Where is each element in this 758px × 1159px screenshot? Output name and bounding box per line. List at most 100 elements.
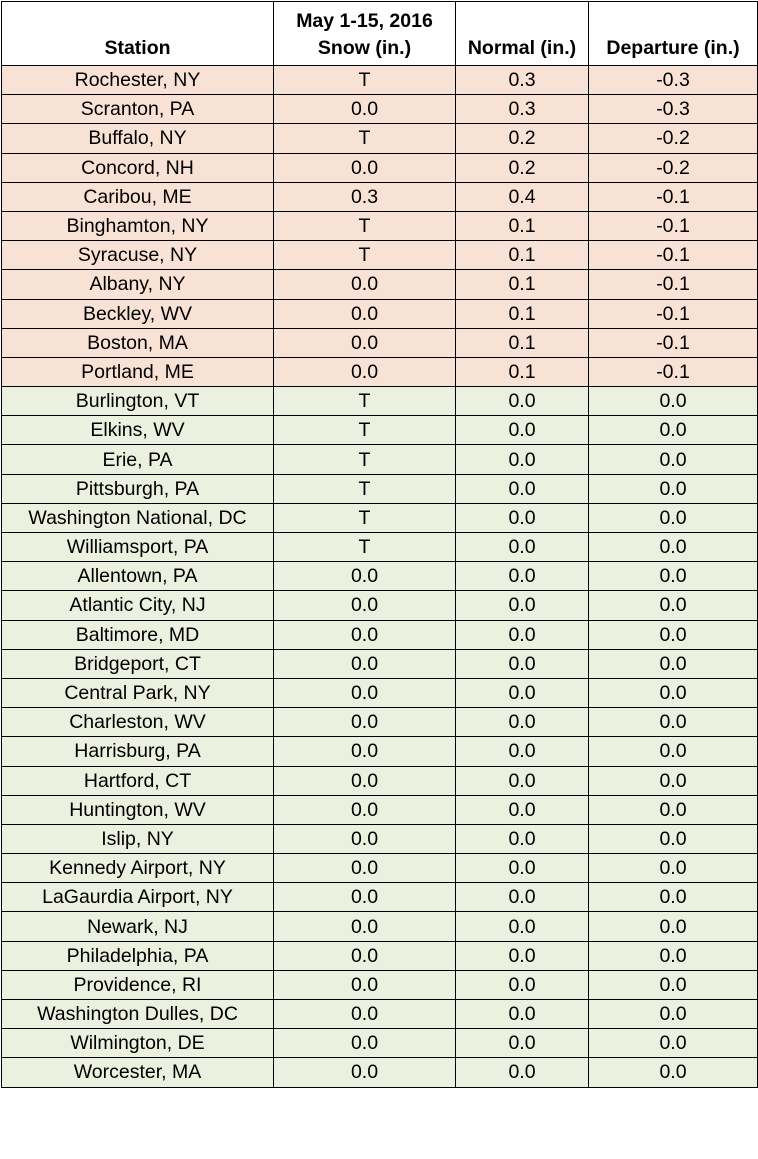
departure-cell: -0.3 [588,94,758,125]
departure-cell: 0.0 [588,765,758,796]
normal-cell: 0.1 [455,210,589,242]
snow-departure-table: Station May 1-15, 2016 Snow (in.) Normal… [1,1,758,1088]
departure-cell: -0.1 [588,240,758,271]
station-cell: Washington Dulles, DC [1,998,274,1030]
snow-cell: 0.0 [273,677,456,709]
table-row: Scranton, PA 0.0 0.3 -0.3 [1,94,758,125]
departure-cell: 0.0 [588,998,758,1030]
station-cell: Beckley, WV [1,298,274,329]
departure-cell: -0.2 [588,123,758,154]
normal-cell: 0.0 [455,502,589,534]
station-cell: Huntington, WV [1,794,274,825]
snow-cell: 0.0 [273,911,456,942]
snow-cell: 0.0 [273,940,456,971]
snow-cell: 0.0 [273,736,456,767]
station-cell: Erie, PA [1,444,274,475]
header-station: Station [1,1,274,66]
snow-cell: 0.3 [273,181,456,212]
header-normal: Normal (in.) [455,1,589,66]
header-departure: Departure (in.) [588,1,758,66]
table-row: Rochester, NY T 0.3 -0.3 [1,64,758,96]
table-row: Concord, NH 0.0 0.2 -0.2 [1,152,758,183]
table-row: Buffalo, NY T 0.2 -0.2 [1,123,758,154]
departure-cell: 0.0 [588,882,758,913]
departure-cell: 0.0 [588,911,758,942]
normal-cell: 0.0 [455,648,589,679]
station-cell: Portland, ME [1,356,274,388]
departure-cell: 0.0 [588,561,758,592]
normal-cell: 0.0 [455,794,589,825]
station-cell: Allentown, PA [1,561,274,592]
snow-cell: 0.0 [273,269,456,300]
station-cell: Washington National, DC [1,502,274,534]
snow-cell: 0.0 [273,998,456,1030]
departure-cell: 0.0 [588,853,758,884]
table-row: Washington Dulles, DC 0.0 0.0 0.0 [1,998,758,1030]
station-cell: Albany, NY [1,269,274,300]
table-row: Providence, RI 0.0 0.0 0.0 [1,969,758,1001]
header-snow-units: Snow (in.) [317,37,412,59]
snow-cell: T [273,386,456,417]
departure-cell: 0.0 [588,1057,758,1088]
normal-cell: 0.0 [455,415,589,446]
snow-cell: 0.0 [273,765,456,796]
station-cell: Worcester, MA [1,1057,274,1088]
station-cell: Buffalo, NY [1,123,274,154]
departure-cell: 0.0 [588,415,758,446]
table-row: Wilmington, DE 0.0 0.0 0.0 [1,1028,758,1059]
normal-cell: 0.3 [455,64,589,96]
table-body: Rochester, NY T 0.3 -0.3 Scranton, PA 0.0 0.3-… [1,64,758,1088]
table-row: Caribou, ME 0.3 0.4 -0.1 [1,181,758,212]
table-row: Central Park, NY 0.0 0.0 0.0 [1,677,758,709]
snow-cell: T [273,240,456,271]
normal-cell: 0.2 [455,152,589,183]
snow-cell: T [273,64,456,96]
normal-cell: 0.2 [455,123,589,154]
normal-cell: 0.0 [455,531,589,563]
table-row: Binghamton, NY T 0.1 -0.1 [1,210,758,242]
snow-cell: T [273,473,456,504]
station-cell: Atlantic City, NJ [1,590,274,621]
station-cell: Binghamton, NY [1,210,274,242]
snow-cell: 0.0 [273,882,456,913]
snow-cell: 0.0 [273,619,456,650]
departure-cell: -0.3 [588,64,758,96]
table-row: Charleston, WV 0.0 0.0 0.0 [1,707,758,738]
departure-cell: -0.1 [588,356,758,388]
snow-cell: 0.0 [273,1028,456,1059]
normal-cell: 0.0 [455,911,589,942]
table-row: Worcester, MA 0.0 0.0 0.0 [1,1057,758,1088]
normal-cell: 0.0 [455,765,589,796]
table-row: Baltimore, MD 0.0 0.0 0.0 [1,619,758,650]
snow-cell: 0.0 [273,561,456,592]
table-row: Pittsburgh, PA T 0.0 0.0 [1,473,758,504]
table-row: Portland, ME 0.0 0.1 -0.1 [1,356,758,388]
normal-cell: 0.0 [455,853,589,884]
snow-cell: 0.0 [273,298,456,329]
station-cell: Boston, MA [1,327,274,358]
snow-cell: 0.0 [273,823,456,855]
table-row: Beckley, WV 0.0 0.1 -0.1 [1,298,758,329]
table-row: Bridgeport, CT 0.0 0.0 0.0 [1,648,758,679]
table-row: Albany, NY 0.0 0.1 -0.1 [1,269,758,300]
departure-cell: 0.0 [588,707,758,738]
normal-cell: 0.1 [455,269,589,300]
snow-cell: 0.0 [273,707,456,738]
station-cell: Philadelphia, PA [1,940,274,971]
snow-cell: 0.0 [273,94,456,125]
header-row: Station May 1-15, 2016 Snow (in.) Normal… [1,1,758,66]
table-row: Philadelphia, PA 0.0 0.0 0.0 [1,940,758,971]
normal-cell: 0.3 [455,94,589,125]
station-cell: Caribou, ME [1,181,274,212]
snow-cell: 0.0 [273,1057,456,1088]
table-row: Boston, MA 0.0 0.1 -0.1 [1,327,758,358]
normal-cell: 0.0 [455,561,589,592]
snow-cell: 0.0 [273,152,456,183]
station-cell: Islip, NY [1,823,274,855]
normal-cell: 0.1 [455,327,589,358]
departure-cell: 0.0 [588,386,758,417]
normal-cell: 0.0 [455,736,589,767]
departure-cell: 0.0 [588,736,758,767]
station-cell: LaGaurdia Airport, NY [1,882,274,913]
snow-cell: 0.0 [273,590,456,621]
